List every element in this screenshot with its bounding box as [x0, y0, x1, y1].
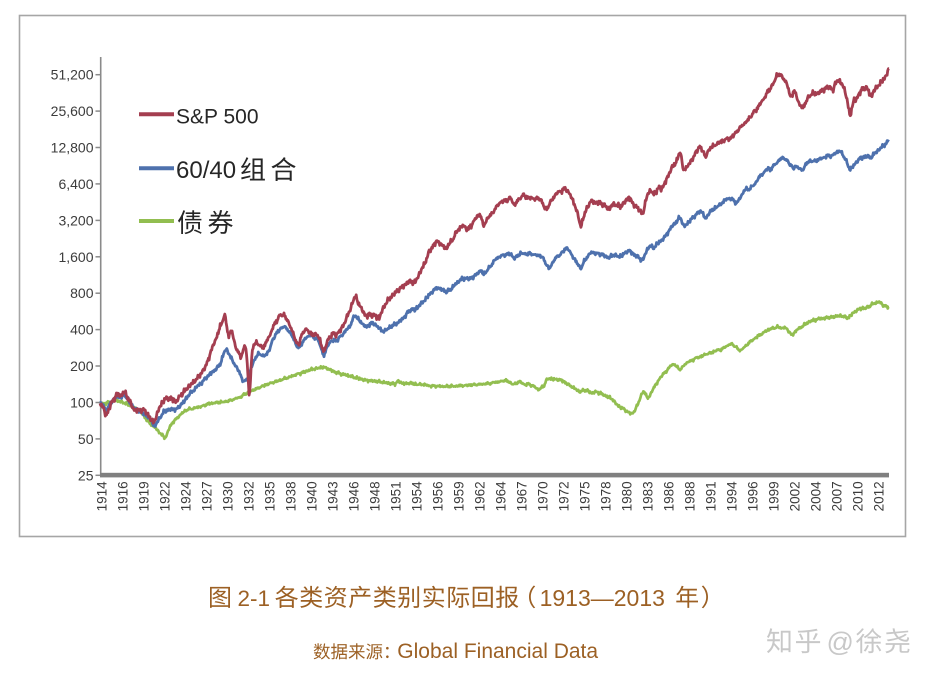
svg-text:800: 800 — [70, 285, 94, 301]
svg-text:1930: 1930 — [221, 481, 236, 511]
svg-text:1922: 1922 — [158, 481, 173, 511]
svg-text:1,600: 1,600 — [58, 249, 93, 265]
svg-text:1986: 1986 — [662, 481, 677, 511]
svg-text:2004: 2004 — [809, 481, 824, 512]
svg-text:1935: 1935 — [263, 481, 278, 511]
svg-text:1996: 1996 — [746, 481, 761, 511]
svg-text:1940: 1940 — [305, 481, 320, 511]
svg-text:1983: 1983 — [641, 481, 656, 511]
svg-text:1943: 1943 — [326, 481, 341, 511]
svg-text:1988: 1988 — [683, 481, 698, 511]
svg-text:2007: 2007 — [830, 481, 845, 511]
svg-text:25: 25 — [78, 467, 94, 483]
svg-text:60/40: 60/40 — [176, 157, 236, 184]
svg-text:1927: 1927 — [200, 481, 215, 511]
svg-text:1967: 1967 — [515, 481, 530, 511]
svg-text:1948: 1948 — [368, 481, 383, 511]
svg-text:Global Financial Data: Global Financial Data — [397, 640, 598, 663]
svg-text:1980: 1980 — [620, 481, 635, 511]
svg-text:1914: 1914 — [95, 481, 110, 512]
svg-text:1951: 1951 — [389, 481, 404, 511]
svg-text:2002: 2002 — [788, 481, 803, 511]
svg-text:1991: 1991 — [704, 481, 719, 511]
svg-text:51,200: 51,200 — [51, 67, 94, 83]
svg-text:1999: 1999 — [767, 481, 782, 511]
svg-text:1919: 1919 — [137, 481, 152, 511]
svg-text:1962: 1962 — [473, 481, 488, 511]
svg-text:100: 100 — [70, 395, 94, 411]
svg-text:2-1: 2-1 — [238, 586, 271, 611]
svg-text:6,400: 6,400 — [58, 176, 93, 192]
svg-text:1975: 1975 — [578, 481, 593, 511]
svg-text:2010: 2010 — [851, 481, 866, 511]
svg-text:S&P 500: S&P 500 — [176, 105, 259, 128]
svg-text:@: @ — [827, 627, 854, 657]
svg-text:1913—2013: 1913—2013 — [540, 585, 665, 611]
svg-text:1972: 1972 — [557, 481, 572, 511]
svg-text:1932: 1932 — [242, 481, 257, 511]
svg-text:1938: 1938 — [284, 481, 299, 511]
svg-text:1970: 1970 — [536, 481, 551, 511]
svg-text:1946: 1946 — [347, 481, 362, 511]
svg-text:50: 50 — [78, 431, 94, 447]
svg-text:1978: 1978 — [599, 481, 614, 511]
svg-text:1959: 1959 — [452, 481, 467, 511]
svg-text:2012: 2012 — [872, 481, 887, 511]
svg-text:1964: 1964 — [494, 481, 509, 512]
svg-text:400: 400 — [70, 322, 94, 338]
svg-text:200: 200 — [70, 358, 94, 374]
svg-text:1916: 1916 — [116, 481, 131, 511]
svg-text:1994: 1994 — [725, 481, 740, 512]
svg-text:3,200: 3,200 — [58, 212, 93, 228]
svg-text:12,800: 12,800 — [51, 140, 94, 156]
svg-text:25,600: 25,600 — [51, 103, 94, 119]
svg-text:1954: 1954 — [410, 481, 425, 512]
svg-text:1956: 1956 — [431, 481, 446, 511]
svg-text:1924: 1924 — [179, 481, 194, 512]
